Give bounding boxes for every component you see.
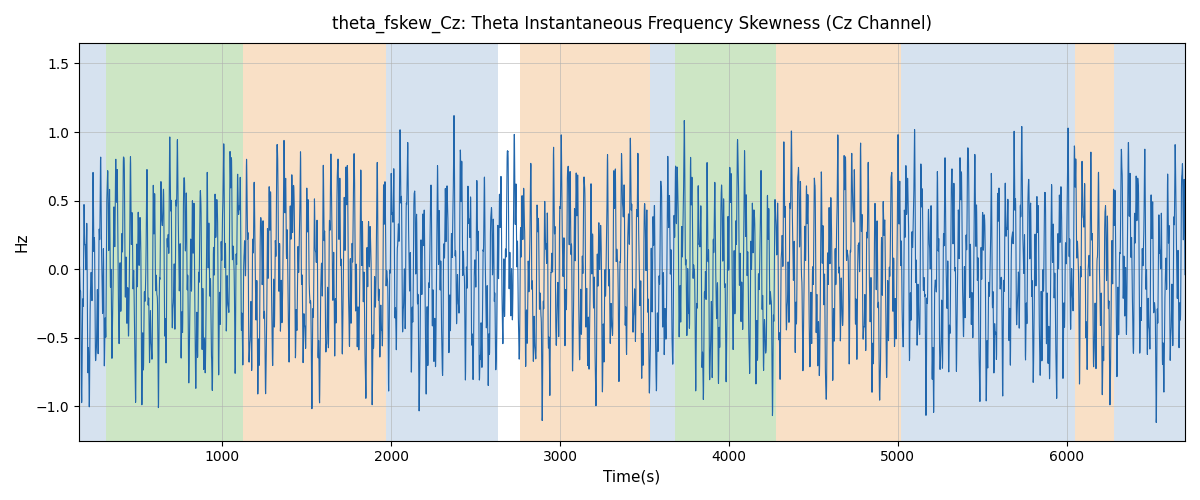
Bar — [901, 43, 1075, 440]
Bar — [676, 43, 776, 440]
X-axis label: Time(s): Time(s) — [604, 470, 660, 485]
Bar — [776, 43, 800, 440]
Y-axis label: Hz: Hz — [14, 232, 30, 252]
Bar — [1075, 43, 1114, 440]
Bar — [79, 43, 106, 440]
Bar — [386, 43, 498, 440]
Bar — [106, 43, 242, 440]
Bar — [800, 43, 901, 440]
Title: theta_fskew_Cz: Theta Instantaneous Frequency Skewness (Cz Channel): theta_fskew_Cz: Theta Instantaneous Freq… — [332, 15, 932, 34]
Bar — [1114, 43, 1186, 440]
Bar — [242, 43, 386, 440]
Bar — [520, 43, 649, 440]
Bar — [649, 43, 676, 440]
